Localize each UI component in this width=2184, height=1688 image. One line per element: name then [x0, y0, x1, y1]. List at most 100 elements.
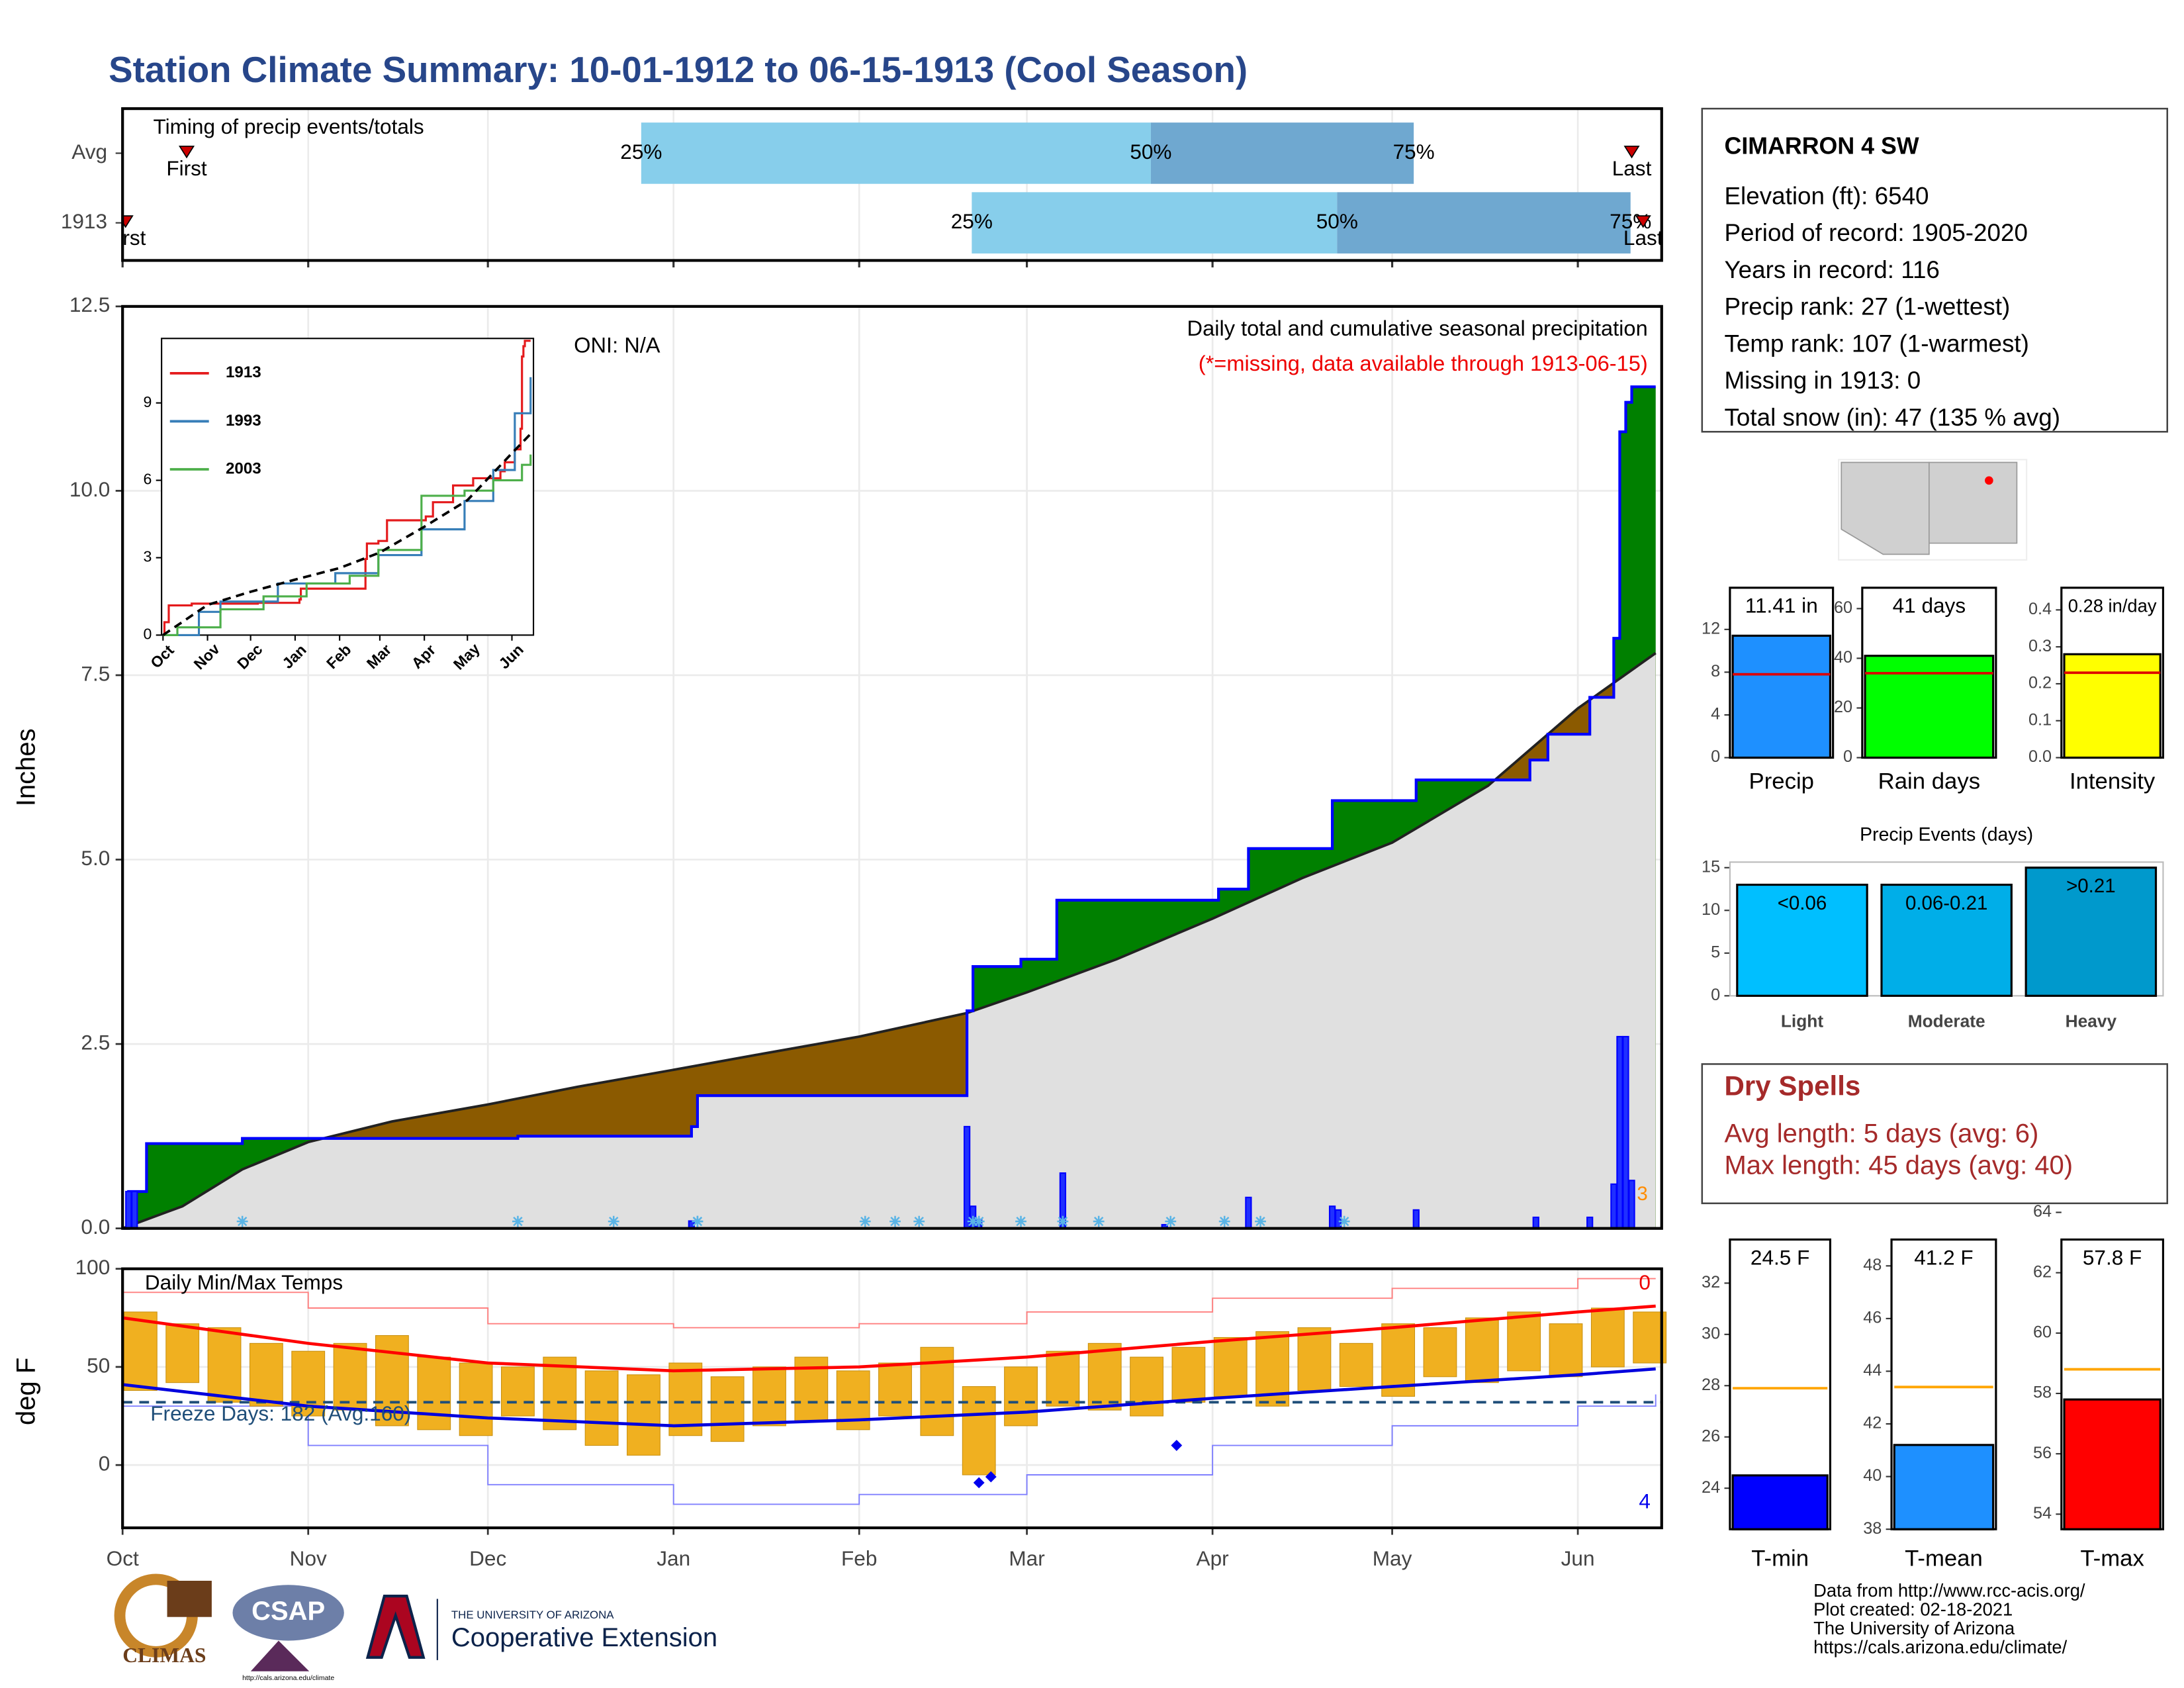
y-tick-label: 3	[144, 548, 152, 565]
temp-range-bar	[1465, 1317, 1499, 1383]
average-area	[122, 653, 1656, 1229]
missing-marker	[1255, 1215, 1266, 1227]
y-tick-label: 0.0	[2028, 747, 2052, 766]
temp-range-bar	[962, 1386, 996, 1476]
temp-range-bar	[668, 1362, 703, 1436]
csap-cloud	[232, 1585, 344, 1641]
y-tick-label: 0.4	[2028, 600, 2052, 618]
ua-line1: THE UNIVERSITY OF ARIZONA	[451, 1609, 614, 1621]
y-tick-label: 20	[1834, 698, 1852, 716]
x-tick-label: May	[1373, 1546, 1412, 1570]
row-label: Avg	[71, 140, 107, 164]
y-tick-label: 12.5	[69, 293, 110, 316]
event-label: First	[105, 226, 146, 250]
percent-label: 75%	[1393, 140, 1435, 164]
x-tick-label: Heavy	[2066, 1011, 2117, 1031]
x-tick-label: Dec	[469, 1546, 506, 1570]
daily-bar	[131, 1190, 138, 1229]
y-tick-label: 38	[1863, 1519, 1882, 1538]
record-high-line	[122, 1278, 1656, 1329]
y-tick-label: 50	[87, 1353, 110, 1377]
temp-range-bar	[249, 1342, 283, 1407]
series-line	[163, 340, 531, 636]
missing-marker	[859, 1215, 871, 1227]
temp-range-bar	[1507, 1311, 1541, 1372]
plot-frame	[121, 305, 1663, 1230]
temp-range-bar	[333, 1342, 367, 1411]
temp-range-bar	[123, 1311, 158, 1391]
record-low-marker	[1171, 1440, 1183, 1451]
y-axis-label: Inches	[12, 728, 41, 806]
value-label: <0.06	[1778, 892, 1827, 914]
y-tick-label: 5.0	[81, 846, 110, 870]
event-marker	[122, 215, 134, 228]
y-tick-label: 24	[1702, 1478, 1720, 1497]
bar	[2025, 867, 2158, 997]
record-low-line	[122, 1394, 1657, 1505]
count-label: 3	[1637, 1183, 1647, 1205]
y-tick-label: 0.2	[2028, 674, 2052, 692]
plot-frame	[121, 107, 1663, 262]
chart-title: Daily Min/Max Temps	[145, 1270, 343, 1294]
y-tick-label: 15	[1702, 857, 1720, 876]
daily-bar	[1628, 1180, 1635, 1229]
missing-marker	[1218, 1215, 1230, 1227]
temp-range-bar	[1339, 1342, 1373, 1387]
y-tick-label: 12	[1702, 620, 1720, 638]
y-axis-label: deg F	[12, 1358, 41, 1425]
x-tick-label: Nov	[290, 1546, 327, 1570]
footer-line: Plot created: 02-18-2021	[1813, 1599, 2013, 1619]
temp-range-bar	[1046, 1350, 1080, 1407]
x-tick-label: Oct	[107, 1546, 139, 1570]
record-high-count: 0	[1639, 1270, 1651, 1294]
plot-frame	[121, 1267, 1663, 1530]
y-tick-label: 0	[144, 626, 152, 643]
legend-label: 1993	[226, 412, 261, 430]
x-tick-label: Light	[1781, 1011, 1824, 1031]
x-tick-label: Apr	[1197, 1546, 1229, 1570]
temp-range-bar	[1171, 1346, 1206, 1403]
record-low-marker	[973, 1477, 985, 1489]
observed-line	[122, 385, 1656, 1230]
x-tick-label: T-max	[2080, 1546, 2144, 1571]
x-tick-label: T-mean	[1905, 1546, 1983, 1571]
missing-marker	[512, 1215, 523, 1227]
chart-subtitle: (*=missing, data available through 1913-…	[1199, 351, 1648, 375]
legend-label: 2003	[226, 459, 261, 477]
percent-label: 50%	[1130, 140, 1171, 164]
y-tick-label: 46	[1863, 1309, 1882, 1327]
y-tick-label: 44	[1863, 1361, 1882, 1380]
bar	[1864, 655, 1995, 759]
y-tick-label: 60	[2033, 1323, 2052, 1342]
station-line: Missing in 1913: 0	[1724, 367, 1921, 394]
value-label: >0.21	[2066, 875, 2116, 897]
x-tick-label: Moderate	[1908, 1011, 1985, 1031]
y-tick-label: 0	[1711, 986, 1720, 1004]
temp-range-bar	[417, 1356, 451, 1430]
missing-marker	[889, 1215, 901, 1227]
ua-logo	[365, 1595, 426, 1659]
timing-bar	[972, 192, 1338, 254]
x-tick-label: Intensity	[2070, 769, 2156, 794]
y-tick-label: 42	[1863, 1414, 1882, 1432]
daily-bar	[125, 1190, 132, 1229]
record-low-marker	[985, 1471, 997, 1483]
temp-range-bar	[543, 1356, 577, 1430]
timing-bar	[641, 122, 1151, 184]
y-tick-label: 2.5	[81, 1030, 110, 1054]
page-title: Station Climate Summary: 10-01-1912 to 0…	[109, 49, 1248, 90]
bar	[1736, 883, 1868, 997]
x-tick-label: Mar	[1009, 1546, 1044, 1570]
value-label: 24.5 F	[1751, 1245, 1809, 1269]
y-tick-label: 60	[1834, 598, 1852, 617]
y-tick-label: 62	[2033, 1262, 2052, 1281]
temp-range-bar	[584, 1370, 619, 1446]
row-label: 1913	[61, 209, 107, 233]
missing-marker	[1093, 1215, 1105, 1227]
dry-spell-line: Avg length: 5 days (avg: 6)	[1724, 1119, 2038, 1148]
y-tick-label: 0.0	[81, 1215, 110, 1239]
csap-mountain	[250, 1640, 310, 1671]
